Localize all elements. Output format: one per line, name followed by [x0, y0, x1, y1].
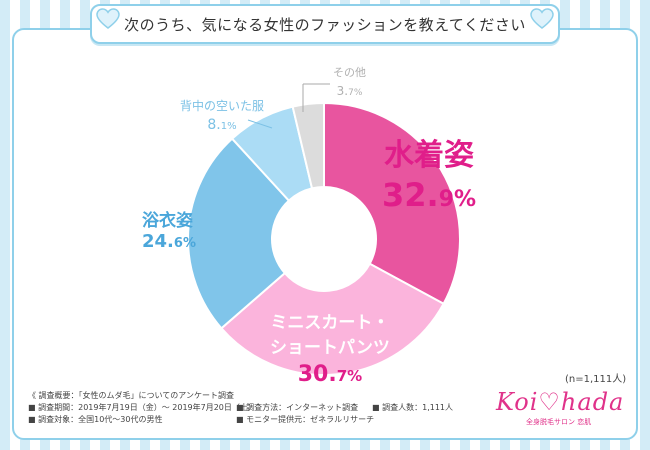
label-backless-value: 8.1%	[180, 114, 264, 133]
value-pct: %	[182, 236, 196, 251]
label-other-name: その他	[333, 66, 366, 79]
value-dec: 9	[438, 187, 454, 212]
sample-size: (n=1,111人)	[565, 374, 627, 385]
label-miniskirt: ミニスカート・ ショートパンツ 30.7%	[270, 308, 390, 387]
label-miniskirt-name1: ミニスカート・	[270, 313, 390, 333]
value-dec: 7	[348, 88, 354, 98]
label-other: その他 3.7%	[333, 64, 366, 99]
survey-target: ■ 調査対象：全国10代～30代の男性	[28, 415, 163, 424]
label-yukata-name: 浴衣姿	[142, 211, 193, 231]
value-int: 32.	[382, 176, 439, 214]
survey-heading: 《 調査概要：「女性のムダ毛」についてのアンケート調査	[28, 391, 234, 400]
label-swimsuit-name: 水着姿	[384, 138, 475, 173]
chart-title: 次のうち、気になる女性のファッションを教えてください	[124, 16, 526, 34]
heart-icon	[96, 8, 120, 29]
label-miniskirt-name2: ショートパンツ	[270, 338, 390, 358]
value-dec: 6	[173, 236, 183, 251]
value-dec: 7	[336, 367, 348, 385]
label-swimsuit: 水着姿 32.9%	[382, 130, 476, 214]
label-swimsuit-value: 32.9%	[382, 176, 476, 214]
title-box: 次のうち、気になる女性のファッションを教えてください	[90, 4, 560, 44]
value-pct: %	[454, 187, 477, 212]
label-other-value: 3.7%	[333, 80, 366, 99]
value-int: 8.	[207, 117, 221, 133]
survey-period: ■ 調査期間：2019年7月19日（金）～ 2019年7月20日（土）	[28, 403, 256, 412]
slice-yukata	[187, 137, 291, 330]
logo-subtitle: 全身脱毛サロン 恋肌	[526, 418, 592, 426]
value-int: 3.	[336, 84, 349, 98]
slice-swimsuit	[323, 101, 461, 306]
label-backless-name: 背中の空いた服	[180, 99, 265, 113]
survey-count: ■ 調査人数：1,111人	[372, 403, 454, 412]
leader-line-backless	[247, 119, 273, 129]
label-miniskirt-value: 30.7%	[270, 362, 390, 387]
heart-icon	[530, 8, 554, 29]
label-yukata-value: 24.6%	[142, 231, 196, 252]
value-int: 30.	[297, 362, 337, 387]
brand-logo: Koi♡hada 全身脱毛サロン 恋肌	[496, 388, 626, 428]
value-pct: %	[227, 121, 237, 132]
value-pct: %	[353, 88, 363, 98]
label-backless: 背中の空いた服 8.1%	[180, 97, 264, 133]
survey-method: ■ 調査方法：インターネット調査	[236, 403, 359, 412]
value-pct: %	[347, 367, 363, 385]
logo-text: Koi♡hada	[496, 388, 625, 416]
value-dec: 1	[220, 121, 228, 132]
slice-miniskirt	[220, 262, 445, 376]
label-yukata: 浴衣姿 24.6%	[142, 206, 196, 252]
survey-provider: ■ モニター提供元：ゼネラルリサーチ	[236, 415, 375, 424]
value-int: 24.	[142, 231, 174, 252]
